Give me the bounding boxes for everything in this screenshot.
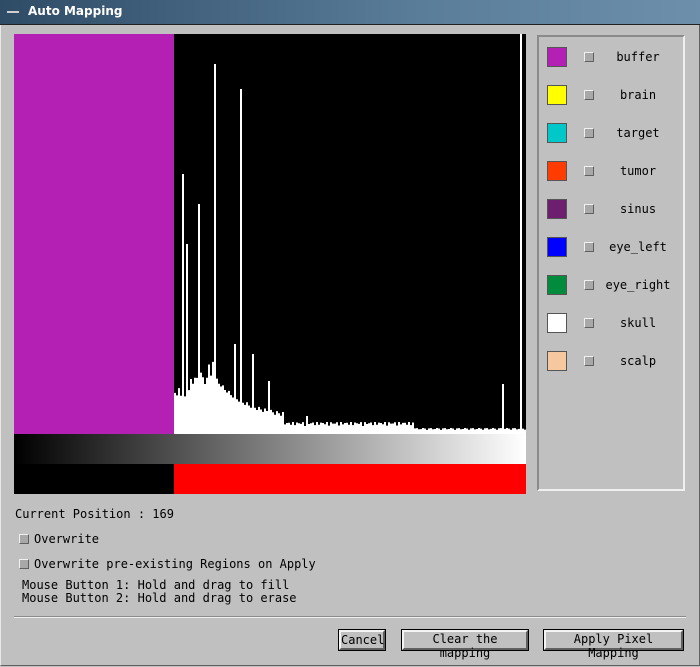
legend-swatch-eye-left[interactable] <box>547 237 567 257</box>
legend-label-sinus: sinus <box>619 202 657 216</box>
legend-item-brain[interactable]: brain <box>547 85 685 107</box>
legend-item-target[interactable]: target <box>547 123 685 145</box>
legend-label-eye-right: eye_right <box>605 278 671 292</box>
legend-item-eye-right[interactable]: eye_right <box>547 275 685 297</box>
clear-mapping-button[interactable]: Clear the mapping <box>401 629 529 660</box>
legend-label-buffer: buffer <box>616 50 660 64</box>
legend-item-sinus[interactable]: sinus <box>547 199 685 221</box>
mapping-bar-mapped-region <box>174 464 526 494</box>
region-legend-panel: buffer brain target tumor sinus eye_left… <box>537 35 685 491</box>
legend-label-tumor: tumor <box>619 164 657 178</box>
histogram-bars <box>174 34 526 434</box>
legend-swatch-target[interactable] <box>547 123 567 143</box>
legend-checkbox-eye-left[interactable] <box>584 242 594 252</box>
legend-checkbox-skull[interactable] <box>584 318 594 328</box>
legend-checkbox-eye-right[interactable] <box>584 280 594 290</box>
legend-checkbox-scalp[interactable] <box>584 356 594 366</box>
legend-swatch-skull[interactable] <box>547 313 567 333</box>
overwrite-label[interactable]: Overwrite <box>34 532 100 546</box>
grayscale-gradient-bar <box>14 434 526 464</box>
legend-checkbox-sinus[interactable] <box>584 204 594 214</box>
legend-item-eye-left[interactable]: eye_left <box>547 237 685 259</box>
legend-item-buffer[interactable]: buffer <box>547 47 685 69</box>
legend-label-target: target <box>616 126 660 140</box>
overwrite-regions-checkbox[interactable] <box>19 559 29 569</box>
legend-swatch-scalp[interactable] <box>547 351 567 371</box>
cancel-button[interactable]: Cancel <box>338 629 386 651</box>
window-menu-icon[interactable] <box>3 3 23 19</box>
legend-label-skull: skull <box>619 316 657 330</box>
legend-swatch-tumor[interactable] <box>547 161 567 181</box>
legend-checkbox-brain[interactable] <box>584 90 594 100</box>
legend-swatch-buffer[interactable] <box>547 47 567 67</box>
window-title: Auto Mapping <box>28 4 123 18</box>
instruction-erase: Mouse Button 2: Hold and drag to erase <box>22 591 297 605</box>
legend-checkbox-tumor[interactable] <box>584 166 594 176</box>
current-position-readout: Current Position : 169 <box>15 507 174 521</box>
legend-checkbox-target[interactable] <box>584 128 594 138</box>
instruction-fill: Mouse Button 1: Hold and drag to fill <box>22 578 290 592</box>
title-bar[interactable]: Auto Mapping <box>0 0 700 25</box>
overwrite-regions-label[interactable]: Overwrite pre-existing Regions on Apply <box>34 557 316 571</box>
legend-swatch-sinus[interactable] <box>547 199 567 219</box>
separator <box>14 616 686 618</box>
mapping-bar <box>14 464 526 494</box>
legend-item-skull[interactable]: skull <box>547 313 685 335</box>
legend-item-tumor[interactable]: tumor <box>547 161 685 183</box>
legend-item-scalp[interactable]: scalp <box>547 351 685 373</box>
histogram-canvas[interactable] <box>14 34 526 434</box>
apply-pixel-mapping-button[interactable]: Apply Pixel Mapping <box>543 629 684 660</box>
legend-checkbox-buffer[interactable] <box>584 52 594 62</box>
legend-swatch-eye-right[interactable] <box>547 275 567 295</box>
legend-label-eye-left: eye_left <box>609 240 667 254</box>
legend-label-scalp: scalp <box>619 354 657 368</box>
histogram-mapped-region <box>14 34 174 434</box>
legend-label-brain: brain <box>619 88 657 102</box>
overwrite-checkbox[interactable] <box>19 534 29 544</box>
legend-swatch-brain[interactable] <box>547 85 567 105</box>
